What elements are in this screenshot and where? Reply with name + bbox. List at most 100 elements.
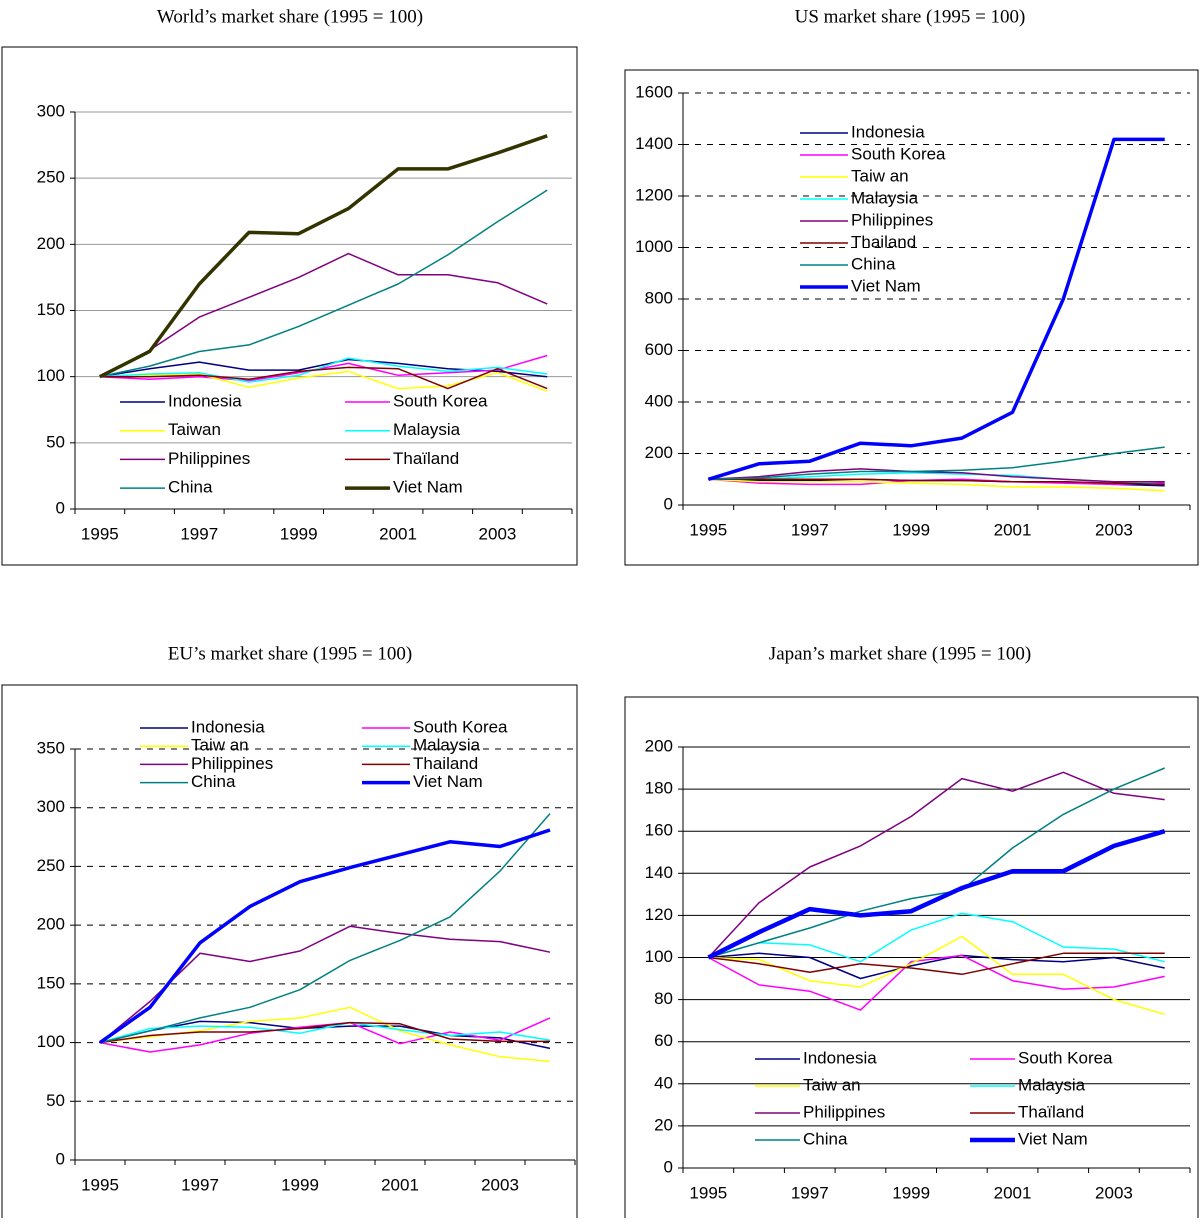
- legend-label: Malaysia: [393, 420, 461, 439]
- y-tick-label: 300: [37, 101, 65, 120]
- legend-label: Thailand: [413, 754, 478, 773]
- chart-title: US market share (1995 = 100): [795, 6, 1026, 27]
- x-tick-label: 1999: [280, 524, 318, 543]
- series-line: [99, 357, 548, 383]
- legend-label: South Korea: [413, 717, 508, 736]
- legend-label: Taiw an: [851, 166, 909, 185]
- chart-frame: [624, 696, 1199, 1223]
- x-tick-label: 1997: [791, 1183, 829, 1202]
- series-line: [708, 468, 1165, 483]
- y-tick-label: 120: [645, 905, 673, 924]
- y-tick-label: 100: [37, 366, 65, 385]
- y-tick-label: 300: [37, 797, 65, 816]
- y-tick-label: 0: [56, 498, 65, 517]
- y-tick-label: 200: [645, 443, 673, 462]
- legend-label: Viet Nam: [393, 478, 463, 497]
- y-tick-label: 180: [645, 779, 673, 798]
- legend-label: Viet Nam: [413, 772, 483, 791]
- series-line: [99, 1021, 551, 1044]
- chart-title: World’s market share (1995 = 100): [157, 6, 423, 27]
- legend-label: Viet Nam: [851, 276, 921, 295]
- legend-label: South Korea: [1018, 1048, 1113, 1067]
- legend-label: Thaïland: [393, 449, 459, 468]
- y-tick-label: 600: [645, 340, 673, 359]
- x-tick-label: 1999: [281, 1175, 319, 1194]
- legend-label: China: [851, 254, 896, 273]
- legend-label: Malaysia: [413, 736, 481, 755]
- y-tick-label: 50: [46, 1091, 65, 1110]
- legend-label: Indonesia: [803, 1048, 877, 1067]
- legend-label: Taiw an: [803, 1075, 861, 1094]
- series-line: [99, 189, 548, 378]
- y-tick-label: 350: [37, 738, 65, 757]
- legend-label: Malaysia: [1018, 1075, 1086, 1094]
- y-tick-label: 160: [645, 821, 673, 840]
- series-line: [99, 354, 548, 382]
- legend-label: South Korea: [393, 391, 488, 410]
- legend-label: Thaïland: [1018, 1102, 1084, 1121]
- legend-label: China: [168, 478, 213, 497]
- x-tick-label: 1995: [689, 1183, 727, 1202]
- x-tick-label: 1995: [81, 1175, 119, 1194]
- chart-title: EU’s market share (1995 = 100): [168, 643, 412, 664]
- series-line: [99, 366, 548, 390]
- y-tick-label: 250: [37, 856, 65, 875]
- y-tick-label: 0: [56, 1149, 65, 1168]
- series-line: [708, 767, 1165, 959]
- y-tick-label: 140: [645, 863, 673, 882]
- legend-label: Taiw an: [191, 736, 249, 755]
- y-tick-label: 1200: [635, 185, 673, 204]
- y-tick-label: 150: [37, 300, 65, 319]
- series-line: [708, 952, 1165, 980]
- series-line: [708, 912, 1165, 963]
- y-tick-label: 200: [37, 234, 65, 253]
- legend-label: Malaysia: [851, 188, 919, 207]
- series-line: [707, 771, 1165, 959]
- y-tick-label: 250: [37, 168, 65, 187]
- y-tick-label: 150: [37, 973, 65, 992]
- series-line: [707, 137, 1165, 481]
- series-line: [708, 478, 1165, 492]
- series-line: [708, 446, 1165, 481]
- x-tick-label: 1999: [892, 1183, 930, 1202]
- x-tick-label: 2003: [1095, 520, 1133, 539]
- legend-label: Viet Nam: [1018, 1129, 1088, 1148]
- legend-label: China: [191, 772, 236, 791]
- x-tick-label: 1997: [180, 524, 218, 543]
- chart-frame: [624, 69, 1199, 566]
- legend-label: Philippines: [168, 449, 250, 468]
- x-tick-label: 2001: [994, 1183, 1032, 1202]
- series-line: [708, 952, 1165, 976]
- series-line: [708, 478, 1165, 486]
- x-tick-label: 2003: [481, 1175, 519, 1194]
- legend-label: Indonesia: [168, 391, 242, 410]
- series-line: [708, 935, 1165, 1016]
- series-line: [99, 134, 548, 379]
- y-tick-label: 1000: [635, 237, 673, 256]
- legend-label: Indonesia: [191, 717, 265, 736]
- series-line: [99, 813, 551, 1044]
- x-tick-label: 2001: [994, 520, 1032, 539]
- x-tick-label: 1997: [791, 520, 829, 539]
- x-tick-label: 1995: [689, 520, 727, 539]
- x-tick-label: 2003: [479, 524, 517, 543]
- series-line: [99, 1021, 550, 1044]
- y-tick-label: 1400: [635, 134, 673, 153]
- x-tick-label: 2001: [381, 1175, 419, 1194]
- y-tick-label: 200: [37, 915, 65, 934]
- series-line: [707, 829, 1166, 960]
- series-line: [98, 828, 551, 1045]
- y-tick-label: 100: [37, 1032, 65, 1051]
- x-tick-label: 1999: [892, 520, 930, 539]
- legend-label: Philippines: [803, 1102, 885, 1121]
- legend-label: China: [803, 1129, 848, 1148]
- y-tick-label: 0: [664, 1157, 673, 1176]
- x-tick-label: 2001: [379, 524, 417, 543]
- chart-title: Japan’s market share (1995 = 100): [769, 643, 1031, 664]
- y-tick-label: 800: [645, 288, 673, 307]
- y-tick-label: 200: [645, 736, 673, 755]
- series-line: [99, 370, 548, 392]
- y-tick-label: 50: [46, 432, 65, 451]
- legend-label: Indonesia: [851, 122, 925, 141]
